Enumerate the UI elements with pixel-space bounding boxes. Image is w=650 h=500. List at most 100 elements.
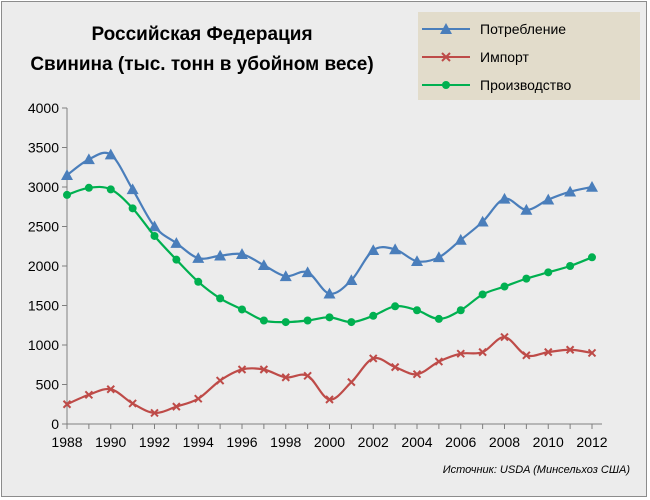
x-tick-label-2006: 2006 <box>445 434 476 450</box>
point-import-2008 <box>500 332 509 342</box>
point-consumption-1992 <box>148 220 161 232</box>
point-consumption-2000 <box>323 287 336 299</box>
point-import-1995 <box>215 376 225 385</box>
point-import-1991 <box>128 399 137 408</box>
point-import-1988 <box>62 400 72 409</box>
point-consumption-1994 <box>192 252 205 263</box>
point-import-1999 <box>303 371 312 381</box>
x-tick-label-2002: 2002 <box>358 434 389 450</box>
y-tick-label-1500: 1500 <box>28 298 59 314</box>
point-consumption-2004 <box>411 255 423 267</box>
point-production-2010 <box>544 268 553 277</box>
x-tick-label-1988: 1988 <box>51 434 82 450</box>
point-import-1990 <box>106 385 115 394</box>
legend-label-consumption: Потребление <box>480 21 567 37</box>
point-import-2000 <box>325 395 334 404</box>
series-line-production <box>66 185 593 324</box>
point-import-2003 <box>390 362 400 372</box>
point-consumption-2010 <box>542 193 555 205</box>
point-consumption-2002 <box>367 244 380 255</box>
y-tick-label-0: 0 <box>51 416 59 432</box>
y-tick-label-3000: 3000 <box>28 179 59 195</box>
legend-item-consumption: Потребление <box>418 18 566 40</box>
point-consumption-1995 <box>214 249 227 261</box>
point-production-1991 <box>128 204 137 213</box>
point-import-1993 <box>172 402 181 411</box>
x-tick-label-2010: 2010 <box>533 434 564 450</box>
point-consumption-2001 <box>345 274 358 286</box>
point-consumption-2011 <box>564 185 577 197</box>
point-import-2004 <box>412 370 422 379</box>
point-import-2001 <box>347 377 356 387</box>
point-consumption-2012 <box>586 181 598 192</box>
legend-item-production: Производство <box>418 74 571 96</box>
point-production-2007 <box>478 290 487 299</box>
legend-marker-production <box>422 81 470 89</box>
point-production-1993 <box>172 255 181 264</box>
legend-item-import: Импорт <box>418 46 529 68</box>
point-import-1989 <box>84 390 94 399</box>
point-production-1998 <box>281 318 290 327</box>
series-line-import <box>66 336 593 415</box>
x-tick-label-1994: 1994 <box>183 434 214 450</box>
point-import-2007 <box>478 347 487 357</box>
source-note: Источник: USDA (Минсельхоз США) <box>442 464 630 476</box>
point-consumption-2008 <box>498 192 511 204</box>
chart-title-line2: Свинина (тыс. тонн в убойном весе) <box>30 54 374 75</box>
point-production-1996 <box>238 305 246 314</box>
point-consumption-1990 <box>104 148 117 160</box>
point-consumption-1997 <box>257 259 270 271</box>
point-import-2012 <box>587 348 597 358</box>
x-tick-label-2000: 2000 <box>314 434 345 450</box>
point-import-2002 <box>369 354 378 363</box>
point-production-2011 <box>566 262 575 270</box>
point-production-1988 <box>63 190 71 199</box>
point-production-1989 <box>84 183 93 192</box>
point-production-2012 <box>588 253 596 262</box>
x-tick-label-1996: 1996 <box>226 434 257 450</box>
chart-legend: Потребление Импорт Производство <box>418 12 640 100</box>
point-consumption-1991 <box>126 183 139 195</box>
point-production-1995 <box>216 294 225 303</box>
point-production-2009 <box>522 274 531 283</box>
point-import-2005 <box>434 357 444 366</box>
y-tick-label-4000: 4000 <box>28 100 59 116</box>
y-tick-label-2500: 2500 <box>28 219 59 235</box>
point-consumption-1993 <box>170 237 183 248</box>
point-import-1997 <box>259 365 269 374</box>
y-tick-label-500: 500 <box>36 377 60 393</box>
point-production-2008 <box>500 282 509 291</box>
x-tick-label-1992: 1992 <box>139 434 170 450</box>
y-tick-label-2000: 2000 <box>28 258 59 274</box>
legend-label-import: Импорт <box>480 49 529 65</box>
legend-marker-consumption <box>422 23 470 34</box>
point-production-2005 <box>434 314 443 323</box>
legend-marker-import <box>422 52 470 62</box>
point-production-2004 <box>413 306 421 315</box>
point-consumption-1988 <box>61 169 73 180</box>
point-import-1996 <box>237 365 247 374</box>
chart-title: Российская Федерация Свинина (тыс. тонн … <box>12 20 392 80</box>
point-consumption-1989 <box>82 153 95 165</box>
point-consumption-2005 <box>432 251 445 263</box>
legend-label-production: Производство <box>480 77 572 93</box>
x-tick-label-2008: 2008 <box>489 434 520 450</box>
point-import-2009 <box>522 351 531 360</box>
point-production-1990 <box>106 185 115 194</box>
point-production-1999 <box>303 316 312 325</box>
point-import-1992 <box>150 408 159 418</box>
y-tick-label-3500: 3500 <box>28 140 59 156</box>
point-consumption-2007 <box>476 215 489 227</box>
x-tick-label-1990: 1990 <box>95 434 126 450</box>
point-consumption-2003 <box>389 243 402 255</box>
point-import-2010 <box>544 347 553 357</box>
series-line-consumption <box>66 151 593 295</box>
x-tick-label-2012: 2012 <box>576 434 607 450</box>
point-production-1994 <box>194 277 203 286</box>
point-import-1994 <box>194 394 203 403</box>
point-production-2000 <box>325 313 334 322</box>
x-tick-label-2004: 2004 <box>401 434 432 450</box>
point-import-2011 <box>565 345 575 354</box>
chart-title-line1: Российская Федерация <box>91 24 313 45</box>
